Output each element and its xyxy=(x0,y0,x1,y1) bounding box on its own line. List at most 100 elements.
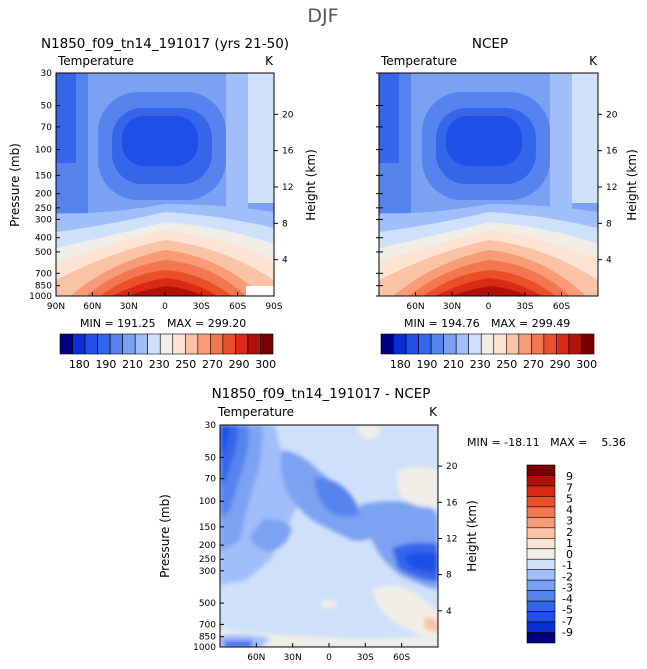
colorbar: 180 190 210 230 250 270 290 300 xyxy=(380,333,597,371)
colorbar-label: 290 xyxy=(229,358,250,371)
colorbar-label: 210 xyxy=(122,358,143,371)
colorbar-label: 0 xyxy=(566,548,573,561)
contour-region-sp xyxy=(570,73,598,203)
y-tick-label: 300 xyxy=(199,567,216,577)
x-tick-label: 60N xyxy=(406,302,424,312)
colorbar-label: 190 xyxy=(416,358,437,371)
y2-axis-label: Height (km) xyxy=(304,149,318,220)
contour-region-sp-edge xyxy=(226,73,248,213)
contour-region xyxy=(322,599,338,609)
colorbar-label: 210 xyxy=(443,358,464,371)
colorbar-swatch xyxy=(247,333,261,355)
figure-title: DJF xyxy=(307,5,338,27)
panel-model: N1850_f09_tn14_191017 (yrs 21-50) Temper… xyxy=(8,36,318,371)
colorbar-label: 230 xyxy=(470,358,491,371)
y-tick-label: 50 xyxy=(41,101,53,111)
x-tick-label: 30S xyxy=(357,653,374,663)
colorbar-swatch xyxy=(526,569,556,581)
colorbar-swatch xyxy=(568,333,582,355)
y-tick-label: 30 xyxy=(205,421,217,431)
x-tick-label: 30S xyxy=(516,302,533,312)
colorbar-swatch xyxy=(97,333,111,355)
y-tick-label: 1000 xyxy=(193,643,216,653)
y-tick-label: 250 xyxy=(199,555,216,565)
height-tick-label: 20 xyxy=(606,110,618,120)
colorbar-swatch xyxy=(418,333,432,355)
colorbar-swatch xyxy=(526,475,556,487)
contour-band xyxy=(128,286,204,296)
height-tick-label: 8 xyxy=(446,571,452,581)
x-tick-label: 30S xyxy=(193,302,210,312)
units-label: K xyxy=(265,54,274,68)
colorbar-label: -7 xyxy=(562,615,573,628)
x-tick-label: 90N xyxy=(47,302,65,312)
y-tick-label: 850 xyxy=(35,282,52,292)
colorbar-label: -3 xyxy=(562,581,573,594)
max-label: MAX = 299.20 xyxy=(167,317,246,330)
x-tick-label: 0 xyxy=(162,302,168,312)
contour-region-np-core xyxy=(379,73,399,163)
contour-region xyxy=(424,617,438,632)
x-tick-label: 90S xyxy=(265,302,282,312)
colorbar-swatch xyxy=(526,558,556,571)
colorbar-swatch xyxy=(172,333,186,355)
max-label: MAX = 299.49 xyxy=(491,317,570,330)
colorbar-swatch xyxy=(235,333,249,355)
height-tick-label: 20 xyxy=(282,110,294,120)
colorbar-label: 250 xyxy=(175,358,196,371)
contour-tropopause-core xyxy=(446,116,522,166)
units-label: K xyxy=(589,54,598,68)
y-tick-label: 30 xyxy=(41,69,53,79)
colorbar-swatch xyxy=(430,333,444,355)
colorbar-label: 270 xyxy=(523,358,544,371)
x-tick-label: 30N xyxy=(284,653,302,663)
y2-axis-label: Height (km) xyxy=(465,500,479,571)
y-tick-label: 300 xyxy=(35,215,52,225)
colorbar-swatch xyxy=(455,333,470,355)
colorbar-swatch xyxy=(380,333,394,355)
stats-label: MIN = -18.11 MAX = 5.36 xyxy=(467,436,626,449)
colorbar-label: 7 xyxy=(566,481,573,494)
height-tick-label: 4 xyxy=(446,607,452,617)
colorbar-swatch xyxy=(480,333,495,355)
colorbar-swatch xyxy=(493,333,507,355)
contour-region-sp xyxy=(246,73,274,203)
contour-region-np-core xyxy=(56,73,76,163)
colorbar-swatch xyxy=(72,333,86,355)
panel-difference: N1850_f09_tn14_191017 - NCEP Temperature… xyxy=(158,386,626,663)
colorbar-label: -1 xyxy=(562,559,573,572)
colorbar-swatch xyxy=(526,611,556,623)
contour-region-sp-edge xyxy=(550,73,572,213)
contour-region xyxy=(224,641,252,647)
colorbar-swatch xyxy=(526,579,556,591)
colorbar-swatch xyxy=(59,333,73,355)
colorbar-label: 290 xyxy=(550,358,571,371)
colorbar-swatch xyxy=(526,537,556,550)
x-tick-label: 60S xyxy=(553,302,570,312)
height-tick-label: 8 xyxy=(606,219,612,229)
missing-data-region xyxy=(246,286,274,296)
colorbar-swatch xyxy=(526,600,556,612)
y-tick-label: 70 xyxy=(205,475,217,485)
y-tick-label: 400 xyxy=(35,234,52,244)
panel-title: N1850_f09_tn14_191017 (yrs 21-50) xyxy=(41,36,289,52)
colorbar-label: 9 xyxy=(566,470,573,483)
colorbar-swatch xyxy=(147,333,161,355)
y-tick-label: 700 xyxy=(199,620,216,630)
colorbar-label: 2 xyxy=(566,526,573,539)
y-tick-label: 70 xyxy=(41,123,53,133)
colorbar-swatch xyxy=(159,333,174,355)
colorbar-swatch xyxy=(405,333,419,355)
x-tick-label: 30N xyxy=(443,302,461,312)
colorbar-swatch xyxy=(526,548,556,560)
colorbar-swatch xyxy=(526,621,556,633)
height-tick-label: 20 xyxy=(446,462,458,472)
colorbar-label: 4 xyxy=(566,504,573,517)
x-tick-label: 0 xyxy=(326,653,332,663)
colorbar-swatch xyxy=(443,333,457,355)
y-tick-label: 200 xyxy=(199,541,216,551)
colorbar-label: -4 xyxy=(562,593,573,606)
height-tick-label: 4 xyxy=(282,256,288,266)
y-tick-label: 150 xyxy=(35,171,52,181)
